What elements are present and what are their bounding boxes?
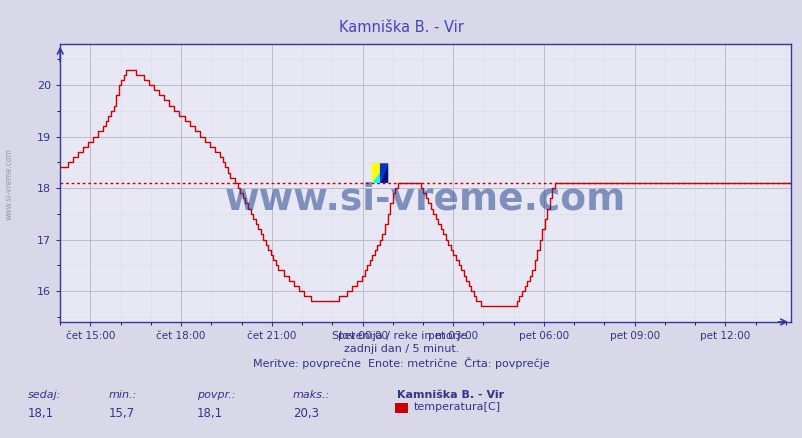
Text: Slovenija / reke in morje.: Slovenija / reke in morje. — [332, 331, 470, 341]
Text: www.si-vreme.com: www.si-vreme.com — [4, 148, 14, 220]
Text: zadnji dan / 5 minut.: zadnji dan / 5 minut. — [343, 344, 459, 354]
Text: min.:: min.: — [108, 390, 136, 400]
Text: 18,1: 18,1 — [28, 407, 55, 420]
Text: 18,1: 18,1 — [196, 407, 223, 420]
Polygon shape — [371, 163, 388, 183]
Polygon shape — [379, 163, 388, 183]
Text: Kamniška B. - Vir: Kamniška B. - Vir — [338, 20, 464, 35]
Text: www.si-vreme.com: www.si-vreme.com — [225, 182, 626, 218]
Text: povpr.:: povpr.: — [196, 390, 235, 400]
Text: maks.:: maks.: — [293, 390, 330, 400]
Polygon shape — [371, 163, 388, 183]
Text: sedaj:: sedaj: — [28, 390, 62, 400]
Text: temperatura[C]: temperatura[C] — [413, 403, 500, 412]
Text: Kamniška B. - Vir: Kamniška B. - Vir — [397, 390, 504, 400]
Text: 20,3: 20,3 — [293, 407, 318, 420]
Text: Meritve: povprečne  Enote: metrične  Črta: povprečje: Meritve: povprečne Enote: metrične Črta:… — [253, 357, 549, 369]
Text: 15,7: 15,7 — [108, 407, 135, 420]
Polygon shape — [379, 163, 388, 183]
